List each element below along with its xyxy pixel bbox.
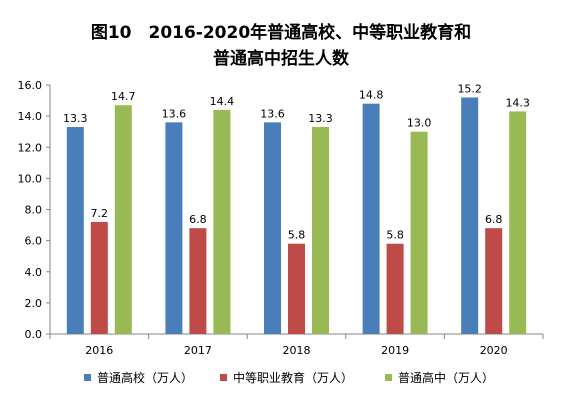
data-label: 14.7 — [111, 90, 136, 103]
data-label: 13.3 — [63, 112, 88, 125]
bar — [362, 103, 380, 334]
x-tick-label: 2018 — [283, 344, 311, 357]
data-label: 6.8 — [189, 213, 207, 226]
data-label: 14.4 — [210, 95, 235, 108]
data-label: 7.2 — [91, 207, 109, 220]
data-label: 13.6 — [162, 107, 187, 120]
x-tick-label: 2016 — [85, 344, 113, 357]
legend-item-high-school: 普通高中（万人） — [385, 369, 494, 386]
chart-title-line2: 普通高中招生人数 — [213, 49, 349, 69]
bar — [165, 122, 183, 334]
legend-label-high-school: 普通高中（万人） — [398, 371, 495, 385]
y-tick-label: 16.0 — [18, 79, 43, 92]
legend-label-universities: 普通高校（万人） — [97, 371, 194, 385]
y-tick-label: 14.0 — [18, 110, 43, 123]
legend-item-vocational: 中等职业教育（万人） — [220, 369, 353, 386]
bar — [288, 243, 305, 334]
y-tick-label: 4.0 — [25, 266, 43, 279]
bar — [264, 122, 281, 334]
legend-swatch-high-school — [385, 374, 392, 381]
bar — [509, 111, 527, 334]
bar — [410, 131, 428, 334]
data-label: 13.6 — [260, 107, 285, 120]
bar — [189, 228, 207, 334]
data-label: 15.2 — [457, 82, 482, 95]
y-tick-label: 8.0 — [25, 204, 43, 217]
legend-label-vocational: 中等职业教育（万人） — [233, 371, 354, 385]
data-label: 13.0 — [407, 117, 432, 130]
legend-swatch-vocational — [220, 374, 227, 381]
data-label: 14.3 — [505, 96, 530, 109]
bar — [485, 228, 503, 334]
data-label: 5.8 — [288, 229, 306, 242]
bar — [90, 221, 108, 334]
data-label: 13.3 — [308, 112, 333, 125]
y-tick-label: 2.0 — [25, 297, 43, 310]
data-label: 5.8 — [386, 229, 404, 242]
y-tick-label: 12.0 — [18, 141, 43, 154]
bar — [114, 105, 132, 334]
x-tick-label: 2017 — [184, 344, 212, 357]
bar — [461, 97, 479, 334]
bar — [66, 127, 84, 334]
bar — [213, 109, 231, 335]
legend-swatch-universities — [84, 374, 91, 381]
bar — [386, 243, 404, 334]
legend-item-universities: 普通高校（万人） — [84, 369, 193, 386]
bar — [312, 127, 329, 334]
y-tick-label: 0.0 — [25, 328, 43, 341]
chart-legend: 普通高校（万人） 中等职业教育（万人） 普通高中（万人） — [0, 369, 562, 389]
y-tick-label: 6.0 — [25, 235, 43, 248]
chart-title-line1: 图10 2016-2020年普通高校、中等职业教育和 — [90, 23, 472, 43]
data-label: 14.8 — [359, 89, 384, 102]
data-label: 6.8 — [485, 213, 503, 226]
x-tick-label: 2020 — [480, 344, 508, 357]
x-tick-label: 2019 — [381, 344, 409, 357]
y-tick-label: 10.0 — [18, 172, 43, 185]
